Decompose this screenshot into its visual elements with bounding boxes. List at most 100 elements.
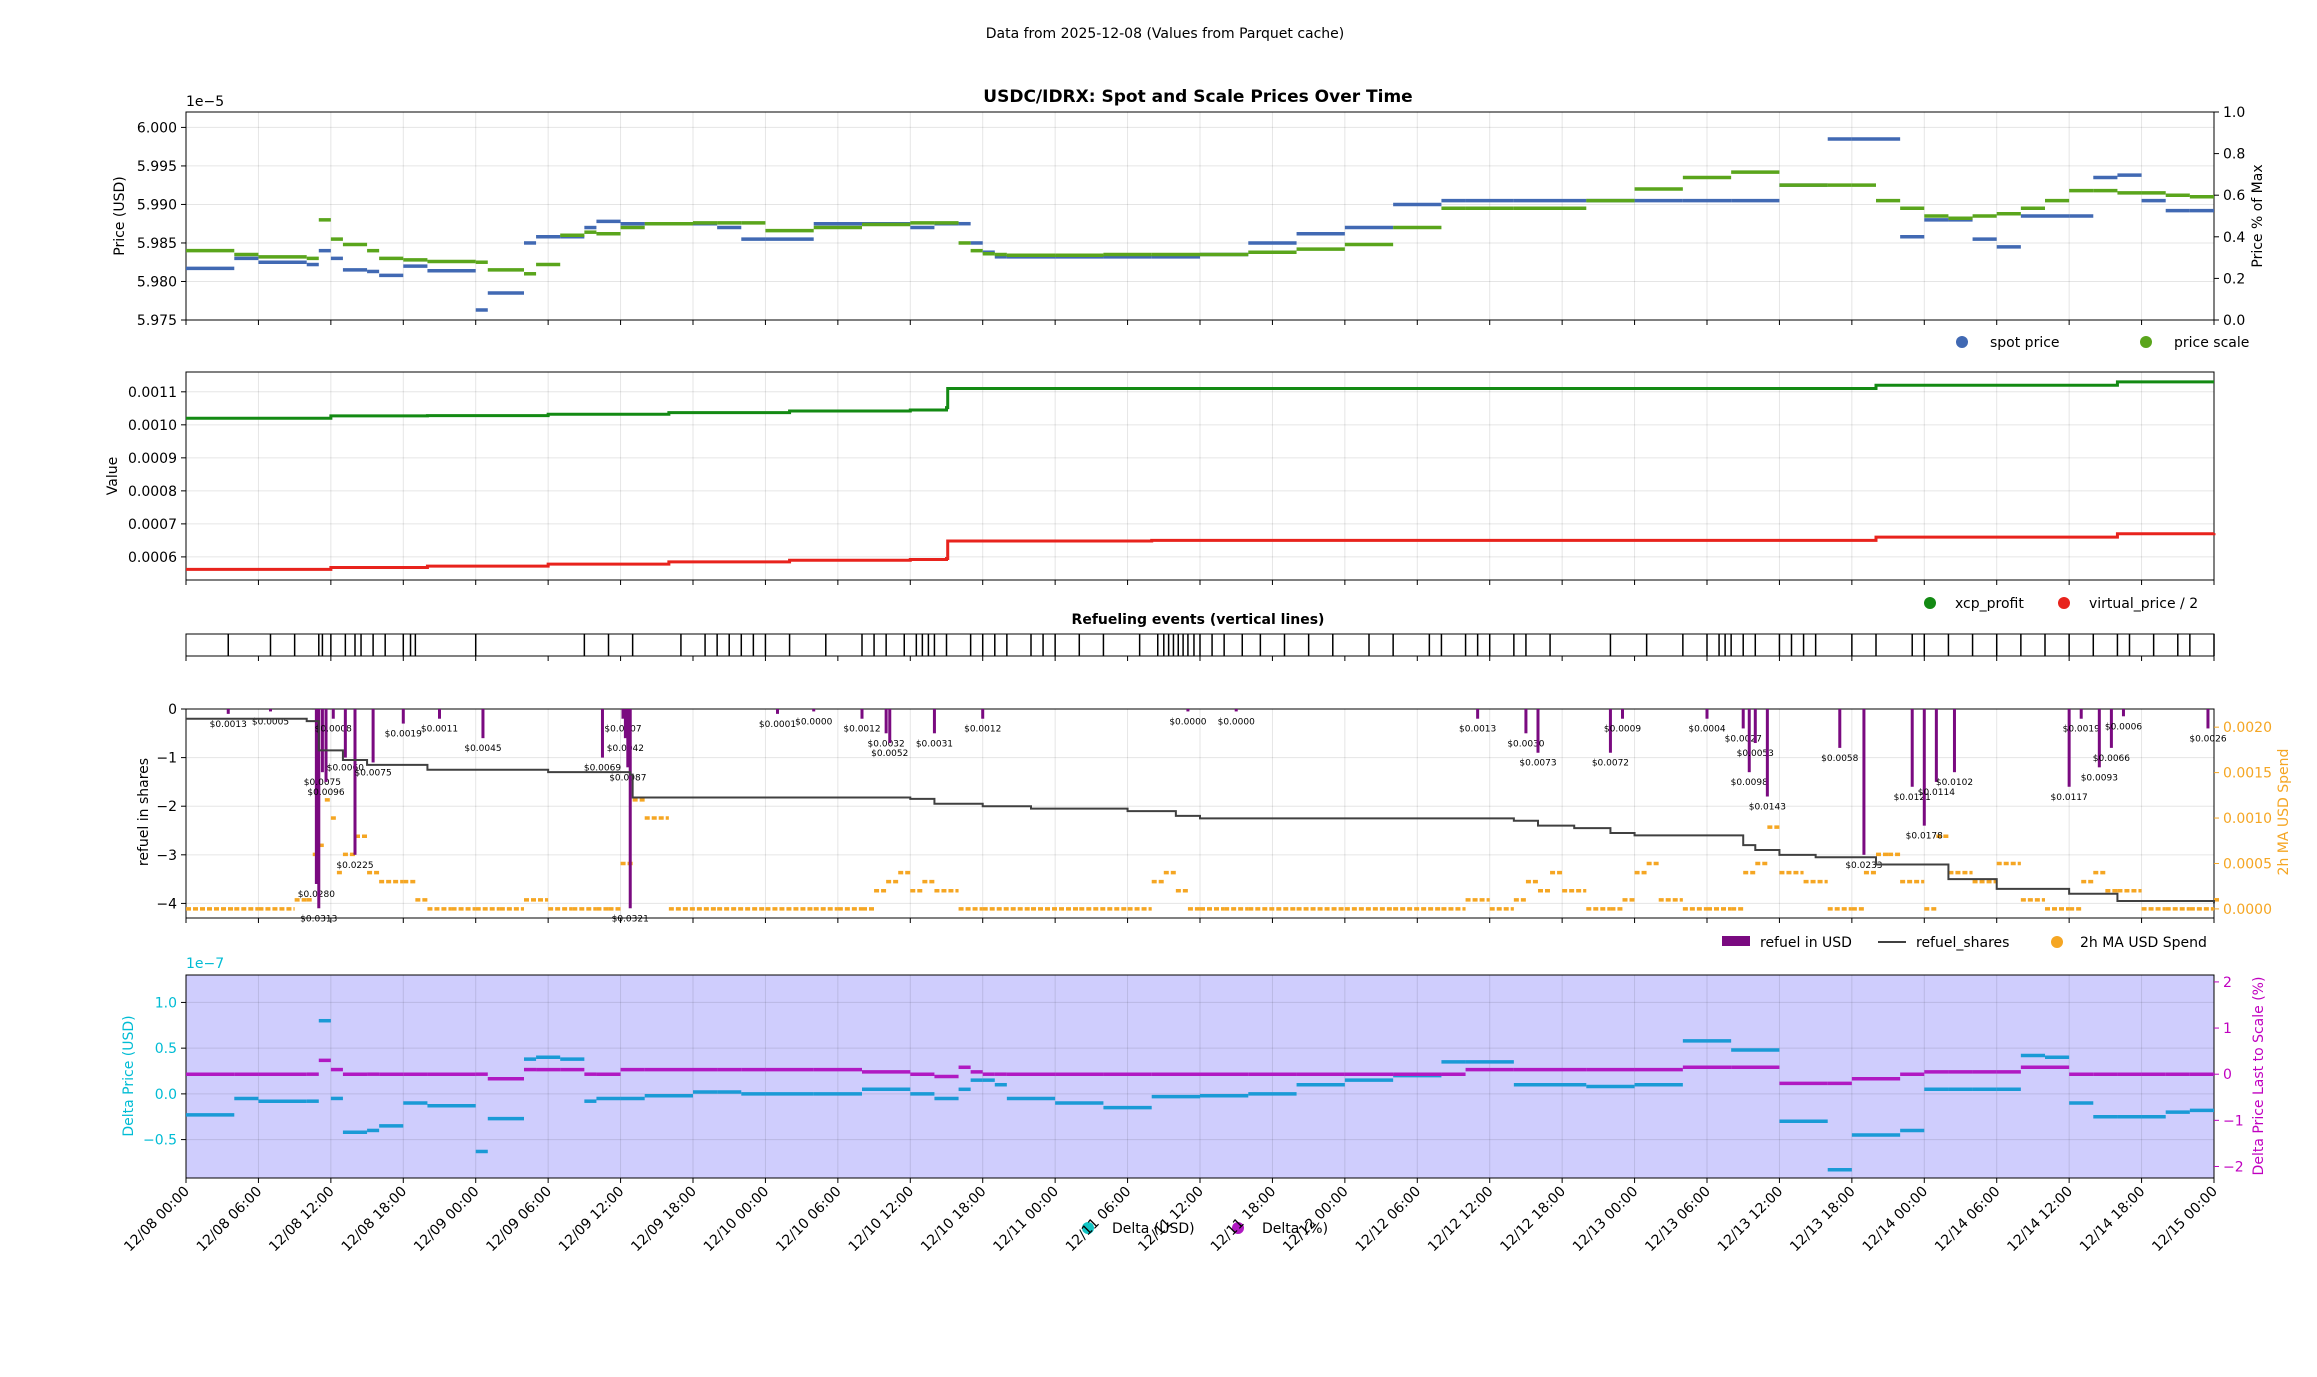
refuel-usd-bar	[626, 709, 630, 768]
refuel-usd-label: $0.0073	[1519, 759, 1556, 769]
refuel-usd-bar	[884, 709, 888, 734]
x-tick-label: 12/11 06:00	[1063, 1184, 1135, 1256]
virtual-price-line	[186, 532, 2216, 571]
legend-label: 2h MA USD Spend	[2080, 935, 2207, 951]
refuel-usd-label: $0.0143	[1749, 802, 1786, 812]
refuel-usd-bar	[438, 709, 441, 719]
x-tick-label: 12/09 00:00	[411, 1184, 483, 1256]
refuel-usd-label: $0.0013	[1459, 725, 1496, 735]
y-tick-label: 0.0010	[128, 418, 177, 434]
refuel-usd-bar	[481, 709, 485, 739]
refuel-usd-bar	[981, 709, 985, 719]
refuel-usd-bar	[1621, 709, 1624, 719]
refuel-usd-label: $0.0032	[868, 739, 905, 749]
refuel-usd-bar	[1741, 709, 1745, 729]
refuel-usd-label: $0.0012	[843, 725, 880, 735]
legend-marker	[1082, 1222, 1094, 1234]
refuel-usd-bar	[812, 709, 816, 712]
refuel-usd-label: $0.0008	[315, 725, 352, 735]
x-tick-label: 12/14 00:00	[1860, 1184, 1932, 1256]
y-tick-label: 6.000	[137, 120, 177, 136]
y2-axis-label: Price % of Max	[2250, 164, 2266, 267]
x-tick-label: 12/10 06:00	[773, 1184, 845, 1256]
refuel-usd-bar	[2206, 709, 2210, 729]
legend-label: xcp_profit	[1955, 596, 2024, 612]
refuel-usd-label: $0.0087	[609, 773, 646, 783]
refuel-usd-label: $0.0225	[336, 861, 373, 871]
y-tick-label: −3	[156, 848, 177, 864]
y2-axis-label: Delta Price Last to Scale (%)	[2251, 977, 2267, 1176]
refuel-usd-label: $0.0027	[1725, 734, 1762, 744]
y-tick-label: 0.0008	[128, 484, 177, 500]
refuel-usd-bar	[1536, 709, 1540, 753]
legend-label: virtual_price / 2	[2089, 596, 2198, 612]
x-tick-label: 12/08 00:00	[121, 1184, 193, 1256]
y-tick-label: −2	[156, 799, 177, 815]
legend-marker	[2058, 597, 2070, 609]
y-axis-label: Value	[105, 457, 121, 495]
y2-tick-label: 0.2	[2223, 271, 2245, 287]
refuel-usd-bar	[2097, 709, 2101, 768]
refuel-usd-label: $0.0114	[1918, 788, 1955, 798]
y-tick-label: 0	[168, 702, 177, 718]
refuel-usd-bar	[860, 709, 864, 719]
refuel-usd-bar	[226, 709, 230, 714]
x-tick-label: 12/15 00:00	[2149, 1184, 2221, 1256]
refuel-usd-label: $0.0007	[604, 725, 641, 735]
legend-marker	[1924, 597, 1936, 609]
legend-marker	[2140, 336, 2152, 348]
y2-tick-label: 0.8	[2223, 147, 2245, 163]
refuel-usd-bar	[1476, 709, 1480, 719]
refuel-usd-bar	[1952, 709, 1956, 773]
y-tick-label: 5.990	[137, 197, 177, 213]
refuel-usd-bar	[269, 709, 272, 712]
refuel-usd-label: $0.0178	[1906, 832, 1943, 842]
refuel-usd-bar	[776, 709, 779, 714]
refuel-usd-bar	[888, 709, 892, 744]
refuel-usd-bar	[401, 709, 405, 724]
refuel-usd-label: $0.0069	[584, 764, 621, 774]
y-axis-label: Delta Price (USD)	[121, 1015, 137, 1136]
refuel-usd-label: $0.0075	[304, 778, 341, 788]
refuel-usd-bar	[1753, 709, 1757, 744]
x-tick-label: 12/09 18:00	[628, 1184, 700, 1256]
refuel-usd-label: $0.0031	[916, 739, 953, 749]
refuel-usd-label: $0.0075	[354, 768, 391, 778]
y-tick-label: 5.980	[137, 274, 177, 290]
y-tick-label: 0.5	[155, 1041, 177, 1057]
refuel-usd-label: $0.0019	[2063, 725, 2100, 735]
refuel-usd-label: $0.0117	[2051, 793, 2088, 803]
y2-tick-label: 0.0	[2223, 313, 2245, 329]
x-tick-label: 12/14 06:00	[1932, 1184, 2004, 1256]
x-tick-label: 12/13 12:00	[1715, 1184, 1787, 1256]
refuel-shares-line	[186, 717, 2215, 904]
y-exponent-label: 1e−5	[186, 94, 224, 110]
x-tick-label: 12/09 06:00	[483, 1184, 555, 1256]
refuel-usd-label: $0.0006	[2105, 722, 2142, 732]
y2-tick-label: 0.0005	[2223, 856, 2272, 872]
refuel-usd-label: $0.0009	[1604, 725, 1641, 735]
x-tick-label: 12/10 00:00	[701, 1184, 773, 1256]
refuel-usd-label: $0.0096	[307, 788, 344, 798]
refuel-usd-label: $0.0060	[327, 764, 364, 774]
x-tick-label: 12/12 12:00	[1425, 1184, 1497, 1256]
refuel-usd-bar	[2121, 709, 2125, 717]
refuel-usd-label: $0.0052	[871, 749, 908, 759]
x-tick-label: 12/09 12:00	[556, 1184, 628, 1256]
refuel-usd-label: $0.0121	[1894, 793, 1931, 803]
delta-band	[186, 975, 2214, 1178]
refuel-usd-label: $0.0000	[1218, 717, 1255, 727]
refuel-usd-label: $0.0045	[464, 744, 501, 754]
refuel-usd-label: $0.0313	[300, 914, 337, 924]
x-tick-label: 12/10 12:00	[846, 1184, 918, 1256]
refuel-usd-bar	[1765, 709, 1769, 797]
refuel-usd-bar	[1705, 709, 1709, 719]
y2-tick-label: 0.0020	[2223, 720, 2272, 736]
y2-tick-label: 0.0010	[2223, 811, 2272, 827]
refuel-usd-label: $0.0042	[607, 744, 644, 754]
refuel-usd-bar	[1934, 709, 1938, 782]
refuel-usd-bar	[1608, 709, 1612, 753]
y-tick-label: 5.995	[137, 159, 177, 175]
refuel-usd-bar	[331, 709, 335, 719]
refuel-usd-bar	[621, 709, 625, 719]
